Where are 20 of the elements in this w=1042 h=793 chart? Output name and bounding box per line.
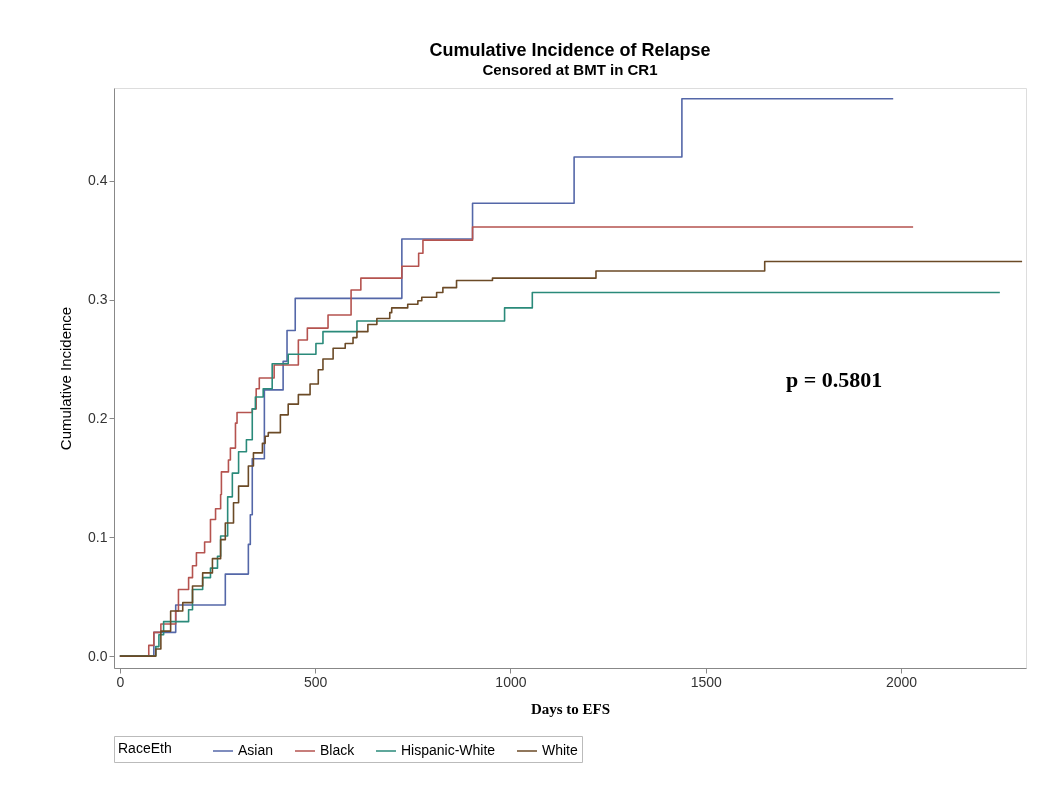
y-tick-label: 0.0	[88, 647, 108, 664]
legend-label: Hispanic-White	[401, 742, 496, 758]
legend-label: Asian	[238, 742, 274, 758]
y-tick-label: 0.2	[88, 409, 108, 426]
x-tick-label: 2000	[885, 673, 918, 690]
x-tick-label: 500	[303, 673, 328, 690]
chart-title: Cumulative Incidence of Relapse	[429, 40, 711, 60]
x-tick-label: 1500	[690, 673, 723, 690]
y-tick-label: 0.3	[88, 291, 108, 308]
y-tick-label: 0.4	[88, 172, 108, 189]
chart-subtitle: Censored at BMT in CR1	[482, 61, 658, 78]
legend-label: Black	[320, 742, 356, 758]
x-tick-label: 0	[116, 673, 125, 690]
y-tick-label: 0.1	[88, 528, 108, 545]
legend-title: RaceEth	[118, 740, 172, 756]
legend-label: White	[542, 742, 578, 758]
y-axis-title: Cumulative Incidence	[57, 306, 75, 451]
x-axis-title: Days to EFS	[530, 700, 611, 717]
annotation: p = 0.5801	[786, 367, 883, 392]
x-tick-label: 1000	[495, 673, 527, 690]
